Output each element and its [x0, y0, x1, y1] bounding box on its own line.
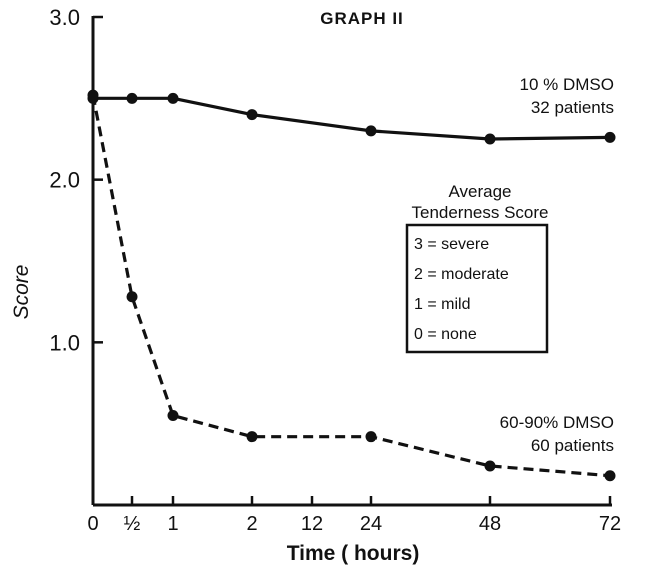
x-tick-label: 12 [301, 513, 323, 535]
key-box [405, 223, 549, 354]
series-labels: 10 % DMSO 32 patients 60-90% DMSO 60 patien… [500, 75, 614, 455]
data-point [126, 92, 138, 104]
series-label: 10 % DMSO [520, 75, 614, 94]
key-item: 1 = mild [414, 296, 470, 313]
series-label: 60 patients [531, 436, 614, 455]
y-tick-label: 3.0 [49, 5, 80, 30]
data-point [87, 89, 99, 101]
data-point [365, 125, 377, 137]
data-point [246, 109, 258, 121]
series-label: 32 patients [531, 98, 614, 117]
data-point [167, 92, 179, 104]
x-tick-label: 24 [360, 513, 382, 535]
data-point [126, 291, 138, 303]
y-tick-label: 2.0 [49, 168, 80, 193]
key-heading: Average [448, 182, 511, 201]
x-tick-label: 0 [87, 513, 98, 535]
series-solid [87, 92, 616, 145]
data-point [604, 131, 616, 143]
series-layer [87, 89, 616, 482]
axes: 1.02.03.00 ½ 1 2 12 24 48 72 [49, 5, 621, 535]
data-point [246, 431, 258, 443]
y-tick-label: 1.0 [49, 330, 80, 355]
data-point [365, 431, 377, 443]
chart-title: GRAPH II [320, 9, 404, 28]
x-tick-label: 72 [599, 513, 621, 535]
data-point [484, 133, 496, 145]
data-point [484, 460, 496, 472]
x-tick-label: ½ [124, 513, 141, 535]
score-key: Average Tenderness Score 3 = severe 2 = mod… [405, 182, 549, 354]
data-point [604, 470, 616, 482]
series-dashed [87, 89, 616, 482]
x-axis-label: Time ( hours) [287, 542, 420, 565]
series-label: 60-90% DMSO [500, 413, 614, 432]
key-item: 0 = none [414, 326, 477, 343]
data-point [167, 410, 179, 422]
x-tick-label: 48 [479, 513, 501, 535]
key-item: 3 = severe [414, 236, 489, 253]
key-heading: Tenderness Score [411, 203, 548, 222]
x-tick-label: 2 [246, 513, 257, 535]
key-item: 2 = moderate [414, 266, 509, 283]
x-tick-label: 1 [167, 513, 178, 535]
y-axis-label: Score [10, 265, 33, 320]
